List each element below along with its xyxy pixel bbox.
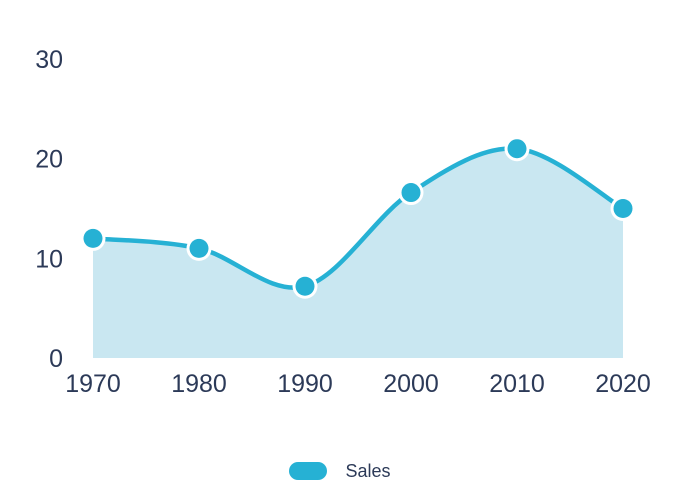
legend-label-sales: Sales (345, 461, 391, 481)
x-axis-label-1990: 1990 (277, 370, 333, 398)
x-axis-label-1980: 1980 (171, 370, 227, 398)
data-point-2010[interactable] (507, 139, 527, 159)
chart-canvas: 0 10 20 30 1970 1980 1990 2000 2010 2020 (35, 46, 651, 398)
series-area-sales (93, 148, 623, 358)
data-point-1990[interactable] (295, 276, 315, 296)
legend: Sales (0, 460, 690, 482)
data-point-1970[interactable] (83, 228, 103, 248)
data-point-1980[interactable] (189, 238, 209, 258)
y-axis-label-30: 30 (35, 46, 63, 74)
x-axis-label-2020: 2020 (595, 370, 651, 398)
y-axis-label-20: 20 (35, 146, 63, 174)
x-axis-label-2000: 2000 (383, 370, 439, 398)
x-axis-label-1970: 1970 (65, 370, 121, 398)
y-axis-label-10: 10 (35, 245, 63, 273)
x-axis-label-2010: 2010 (489, 370, 545, 398)
data-point-2020[interactable] (613, 199, 633, 218)
y-axis-label-0: 0 (49, 345, 63, 373)
legend-item-sales[interactable]: Sales (289, 460, 391, 482)
data-point-2000[interactable] (401, 183, 421, 203)
legend-marker-sales (289, 462, 328, 480)
